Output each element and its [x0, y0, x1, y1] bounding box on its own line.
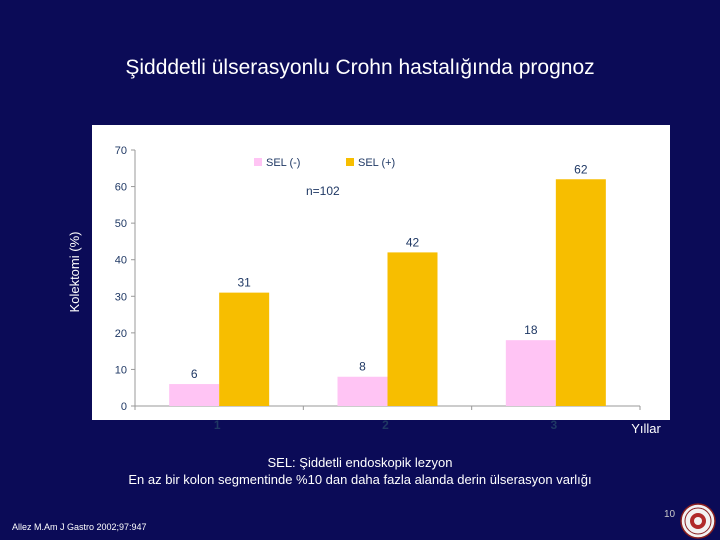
- reference-citation: Allez M.Am J Gastro 2002;97:947: [12, 522, 147, 532]
- legend-label: SEL (-): [266, 157, 300, 169]
- y-tick-label: 50: [115, 218, 127, 230]
- footnote-criteria: En az bir kolon segmentinde %10 dan daha…: [128, 472, 592, 487]
- page-number: 10: [664, 509, 676, 520]
- y-tick-label: 70: [115, 145, 127, 157]
- y-tick-label: 20: [115, 328, 127, 340]
- bar: [505, 340, 556, 406]
- x-category-label: 1: [214, 418, 221, 432]
- y-tick-label: 30: [115, 291, 127, 303]
- slide-title: Şidddetli ülserasyonlu Crohn hastalığınd…: [125, 56, 595, 79]
- x-category-label: 3: [550, 418, 557, 432]
- bar-value-label: 42: [406, 235, 420, 249]
- x-axis-title: Yıllar: [631, 421, 661, 436]
- x-category-label: 2: [382, 418, 389, 432]
- university-seal-icon: [680, 503, 716, 539]
- y-tick-label: 0: [121, 401, 127, 413]
- legend-swatch: [254, 158, 262, 166]
- y-tick-label: 60: [115, 182, 127, 194]
- sample-size-annotation: n=102: [306, 184, 340, 198]
- y-tick-label: 10: [115, 364, 127, 376]
- bar-value-label: 62: [574, 162, 588, 176]
- footnote-definition: SEL: Şiddetli endoskopik lezyon: [267, 455, 453, 470]
- y-tick-label: 40: [115, 255, 127, 267]
- bar-value-label: 8: [359, 360, 366, 374]
- y-axis-title: Kolektomi (%): [67, 232, 82, 313]
- legend-swatch: [346, 158, 354, 166]
- bar: [169, 384, 220, 406]
- legend-label: SEL (+): [358, 157, 395, 169]
- bar: [555, 179, 606, 406]
- bar-value-label: 31: [237, 276, 251, 290]
- bar-value-label: 18: [524, 323, 538, 337]
- bar-value-label: 6: [191, 367, 198, 381]
- bar: [219, 292, 270, 406]
- bar: [387, 252, 438, 406]
- bar: [337, 376, 388, 406]
